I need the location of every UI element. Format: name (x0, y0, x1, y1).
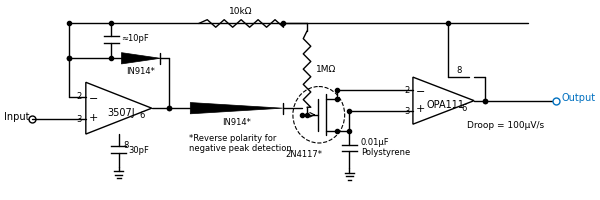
Text: 8: 8 (124, 141, 129, 150)
Text: −: − (416, 87, 425, 97)
Text: +: + (416, 104, 425, 114)
Text: *Reverse polarity for
negative peak detection.: *Reverse polarity for negative peak dete… (190, 134, 295, 153)
Text: 3: 3 (77, 115, 82, 124)
Text: 3: 3 (404, 107, 410, 116)
Text: 8: 8 (457, 66, 462, 75)
Text: IN914*: IN914* (127, 67, 155, 76)
Text: 0.01µF
Polystyrene: 0.01µF Polystyrene (361, 138, 410, 157)
Text: IN914*: IN914* (222, 118, 251, 127)
Text: 6: 6 (461, 104, 467, 113)
Polygon shape (190, 103, 283, 114)
Text: 3507J: 3507J (107, 108, 134, 118)
Text: 6: 6 (140, 111, 145, 120)
Text: 10kΩ: 10kΩ (229, 7, 253, 16)
Text: 30pF: 30pF (128, 146, 149, 155)
Text: 2N4117*: 2N4117* (286, 150, 322, 159)
Polygon shape (121, 53, 160, 64)
Text: Input: Input (4, 112, 29, 122)
Text: 1MΩ: 1MΩ (316, 65, 337, 74)
Text: 2: 2 (404, 86, 410, 95)
Text: −: − (89, 94, 98, 104)
Text: Droop = 100µV/s: Droop = 100µV/s (467, 121, 544, 130)
Text: Output: Output (561, 93, 595, 103)
Text: OPA111: OPA111 (427, 100, 464, 110)
Text: 2: 2 (77, 92, 82, 101)
Text: ≈10pF: ≈10pF (122, 34, 149, 43)
Text: +: + (89, 113, 98, 123)
